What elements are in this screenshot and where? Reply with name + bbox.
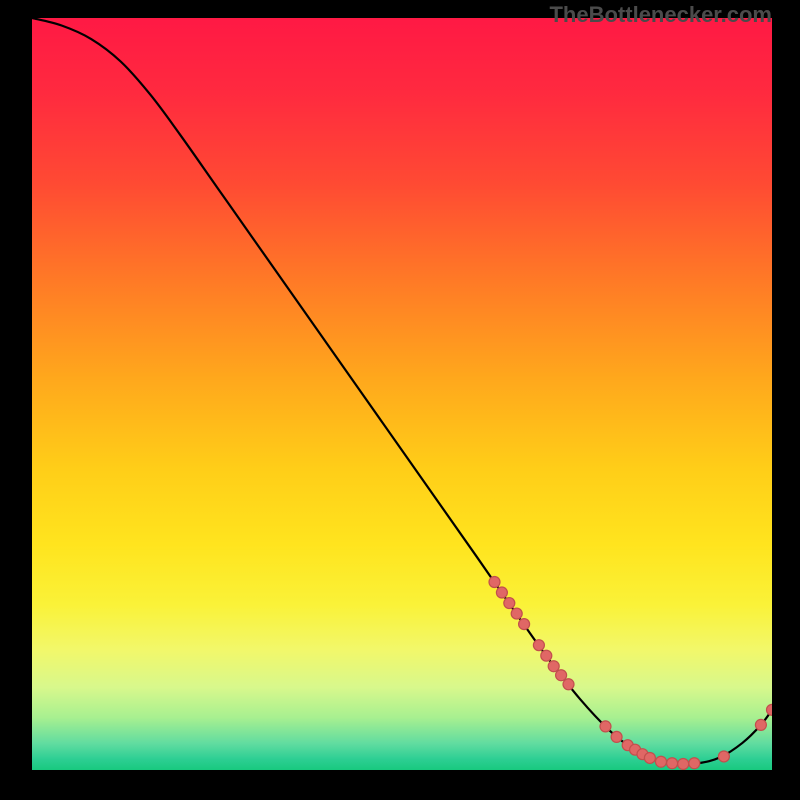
data-marker xyxy=(504,598,515,609)
data-marker xyxy=(533,640,544,651)
data-marker xyxy=(519,619,530,630)
data-marker xyxy=(548,661,559,672)
data-marker xyxy=(656,756,667,767)
data-marker xyxy=(600,721,611,732)
data-marker xyxy=(644,752,655,763)
data-marker xyxy=(689,758,700,769)
stage: TheBottlenecker.com xyxy=(0,0,800,800)
data-marker xyxy=(667,758,678,769)
data-marker xyxy=(496,587,507,598)
data-marker xyxy=(511,608,522,619)
data-marker xyxy=(541,650,552,661)
data-marker xyxy=(678,758,689,769)
data-marker xyxy=(718,751,729,762)
data-marker xyxy=(767,704,773,715)
data-marker xyxy=(611,731,622,742)
chart-svg xyxy=(32,18,772,770)
chart-background xyxy=(32,18,772,770)
data-marker xyxy=(755,719,766,730)
data-marker xyxy=(556,670,567,681)
data-marker xyxy=(489,577,500,588)
data-marker xyxy=(563,679,574,690)
chart-plot-area xyxy=(32,18,772,770)
